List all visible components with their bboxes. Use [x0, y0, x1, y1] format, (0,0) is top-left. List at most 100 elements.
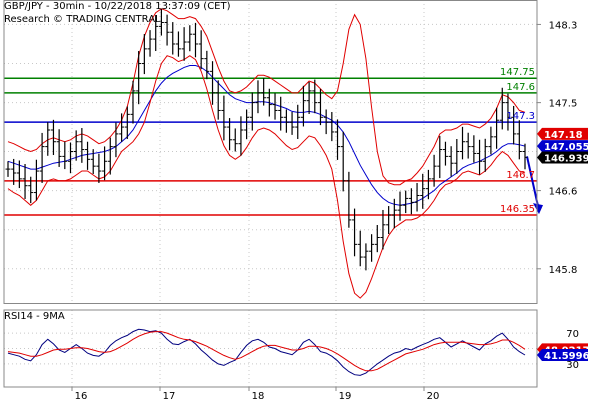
ohlc-bar [261, 77, 267, 106]
rsi-price-tag: 41.5996 [537, 348, 590, 362]
ohlc-bar [170, 22, 176, 55]
ohlc-bar [346, 171, 352, 228]
ohlc-bar [147, 30, 153, 57]
x-tick-label: 17 [163, 391, 176, 400]
ohlc-bar [73, 130, 79, 161]
ohlc-bar [85, 141, 91, 170]
price-tag-label: 146.939 [544, 153, 590, 164]
ohlc-bar [300, 85, 306, 127]
y-tick-label: 148.3 [549, 20, 578, 31]
ohlc-bar [79, 128, 85, 163]
ohlc-bar [397, 191, 403, 221]
ohlc-bar [210, 61, 216, 105]
ohlc-bar [335, 119, 341, 160]
price-tag: 147.055 [537, 140, 590, 153]
ohlc-bar [312, 79, 318, 114]
rsi-y-tick-label: 70 [566, 329, 579, 340]
x-tick-label: 19 [339, 391, 352, 400]
ohlc-bar [323, 109, 329, 135]
ohlc-bar [352, 208, 358, 257]
ohlc-bar [198, 30, 204, 70]
ohlc-bar [448, 146, 454, 177]
ohlc-bar [67, 142, 73, 174]
y-tick-label: 145.8 [549, 265, 578, 276]
ohlc-bar [363, 243, 369, 271]
projection-arrow-head [533, 203, 543, 215]
price-tag-bg [537, 140, 588, 153]
price-tag-bg [537, 151, 588, 164]
ohlc-bar [244, 109, 250, 140]
rsi-ma-line [7, 331, 526, 372]
ohlc-bar [278, 96, 284, 131]
level-label: 147.75 [500, 67, 535, 78]
ohlc-bar [471, 135, 477, 163]
ohlc-bar [50, 119, 56, 156]
ohlc-bar [329, 112, 335, 142]
level-label: 147.6 [506, 82, 535, 93]
level-label: 147.3 [506, 111, 535, 122]
projection-arrow [526, 156, 539, 207]
ohlc-bar [232, 128, 238, 152]
ohlc-bar [181, 27, 187, 61]
ohlc-bar [494, 107, 500, 149]
ohlc-bar [465, 132, 471, 159]
ohlc-bar [62, 141, 68, 170]
ohlc-bar [403, 190, 409, 214]
bollinger-band-line [7, 55, 526, 299]
rsi-title: RSI14 - 9MA [4, 311, 65, 322]
price-tag-label: 147.18 [544, 130, 583, 141]
ohlc-bar [175, 31, 181, 57]
ohlc-bar [516, 120, 522, 160]
ohlc-bar [272, 93, 278, 120]
ohlc-bar [164, 14, 170, 46]
ohlc-bar [56, 129, 62, 167]
ohlc-bar [505, 93, 511, 131]
price-tag: 146.939 [537, 151, 590, 164]
ohlc-bar [5, 161, 11, 177]
ohlc-bar [454, 138, 460, 174]
chart-title: GBP/JPY - 30min - 10/22/2018 13:37:09 (C… [4, 1, 231, 12]
ohlc-bar [238, 116, 244, 156]
ohlc-bar [374, 225, 380, 253]
x-tick-label: 18 [252, 391, 265, 400]
bollinger-band-line [7, 8, 526, 186]
ohlc-bar [442, 141, 448, 166]
ohlc-bar [460, 126, 466, 160]
chart-subtitle: Research © TRADING CENTRAL [4, 14, 161, 25]
ohlc-bar [16, 160, 22, 189]
ohlc-bar [22, 164, 28, 200]
ohlc-bar [130, 80, 136, 124]
ohlc-bar [221, 95, 227, 141]
ohlc-bar [192, 22, 198, 58]
ohlc-bar [437, 135, 443, 179]
x-tick-label: 20 [427, 391, 440, 400]
ohlc-bar [499, 87, 505, 130]
y-tick-label: 146.6 [549, 187, 578, 198]
level-label: 146.35 [500, 204, 535, 215]
ohlc-bar [11, 158, 17, 185]
price-tag: 147.18 [537, 127, 588, 141]
ohlc-bar [102, 146, 108, 181]
ohlc-bar [28, 176, 34, 204]
ohlc-bar [488, 126, 494, 155]
rsi-panel-frame [3, 309, 538, 388]
ohlc-bar [420, 173, 426, 209]
ohlc-bar [153, 15, 159, 52]
ohlc-bar [249, 92, 255, 131]
ohlc-bar [391, 198, 397, 229]
x-tick-label: 16 [75, 391, 88, 400]
rsi-line [7, 328, 526, 376]
rsi-price-tag-bg [537, 348, 588, 361]
ohlc-bar [215, 80, 221, 120]
ohlc-bar [124, 106, 130, 139]
ohlc-bar [340, 131, 346, 192]
ohlc-bar [255, 80, 261, 114]
ohlc-bar [136, 51, 142, 105]
ohlc-bar [39, 132, 45, 183]
ohlc-bar [158, 8, 164, 36]
ohlc-bar [45, 122, 51, 156]
ohlc-bar [90, 149, 96, 174]
moving-average-line [7, 65, 526, 206]
ohlc-bar [414, 182, 420, 212]
